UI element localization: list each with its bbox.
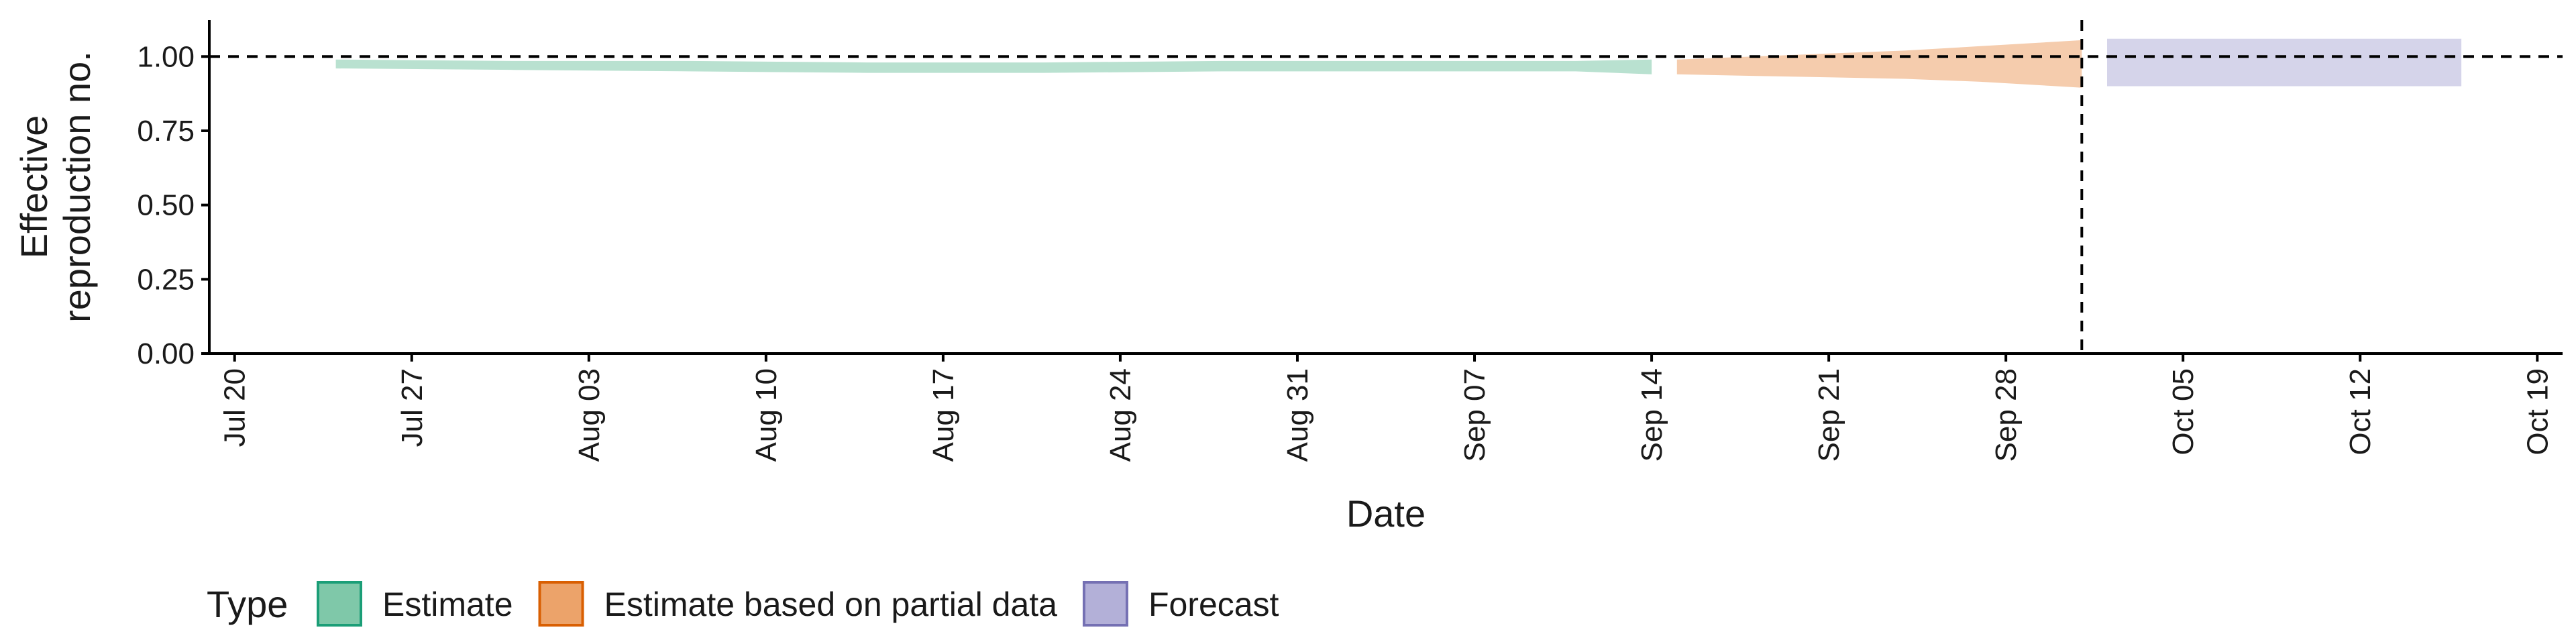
x-tick-label: Aug 17 xyxy=(927,368,960,462)
y-tick-label: 1.00 xyxy=(137,40,195,73)
legend-label: Forecast xyxy=(1148,586,1279,623)
y-tick-label: 0.25 xyxy=(137,263,195,296)
legend: Type Estimate Estimate based on partial da… xyxy=(207,581,1279,627)
x-tick-label: Aug 24 xyxy=(1104,368,1137,462)
legend-key xyxy=(1082,581,1128,627)
legend-label: Estimate based on partial data xyxy=(604,586,1058,623)
x-tick-label: Sep 28 xyxy=(1990,368,2023,462)
x-axis-title: Date xyxy=(1346,492,1426,535)
plot-area xyxy=(209,20,2563,354)
y-axis-title-line: reproduction no. xyxy=(56,51,98,323)
y-axis-title-line: Effective xyxy=(13,115,55,259)
x-tick-label: Aug 10 xyxy=(750,368,783,462)
ribbon-estimate xyxy=(335,59,1652,74)
legend-label: Estimate xyxy=(382,586,513,623)
x-tick-label: Oct 19 xyxy=(2521,368,2554,455)
legend-title: Type xyxy=(207,583,288,625)
x-tick-label: Sep 14 xyxy=(1635,368,1668,462)
axes: 0.00 0.25 0.50 0.75 1.00 Jul 20 Jul 27 Aug 03 Au… xyxy=(13,20,2563,535)
x-tick-label: Sep 07 xyxy=(1458,368,1491,462)
x-tick-label: Oct 12 xyxy=(2344,368,2377,455)
y-tick-label: 0.00 xyxy=(137,337,195,370)
x-tick-label: Oct 05 xyxy=(2167,368,2200,455)
x-tick-label: Aug 03 xyxy=(573,368,606,462)
ribbon-estimate-based-on-partial-data xyxy=(1676,40,2082,88)
legend-key xyxy=(317,581,362,627)
y-tick-label: 0.75 xyxy=(137,115,195,148)
x-tick-label: Aug 31 xyxy=(1281,368,1314,462)
x-tick-label: Jul 27 xyxy=(396,368,429,447)
ribbon-forecast xyxy=(2107,38,2462,87)
legend-key xyxy=(538,581,584,627)
y-tick-label: 0.50 xyxy=(137,189,195,222)
x-tick-label: Sep 21 xyxy=(1813,368,1845,462)
y-axis-title: Effectivereproduction no. xyxy=(13,51,98,323)
x-tick-label: Jul 20 xyxy=(219,368,252,447)
